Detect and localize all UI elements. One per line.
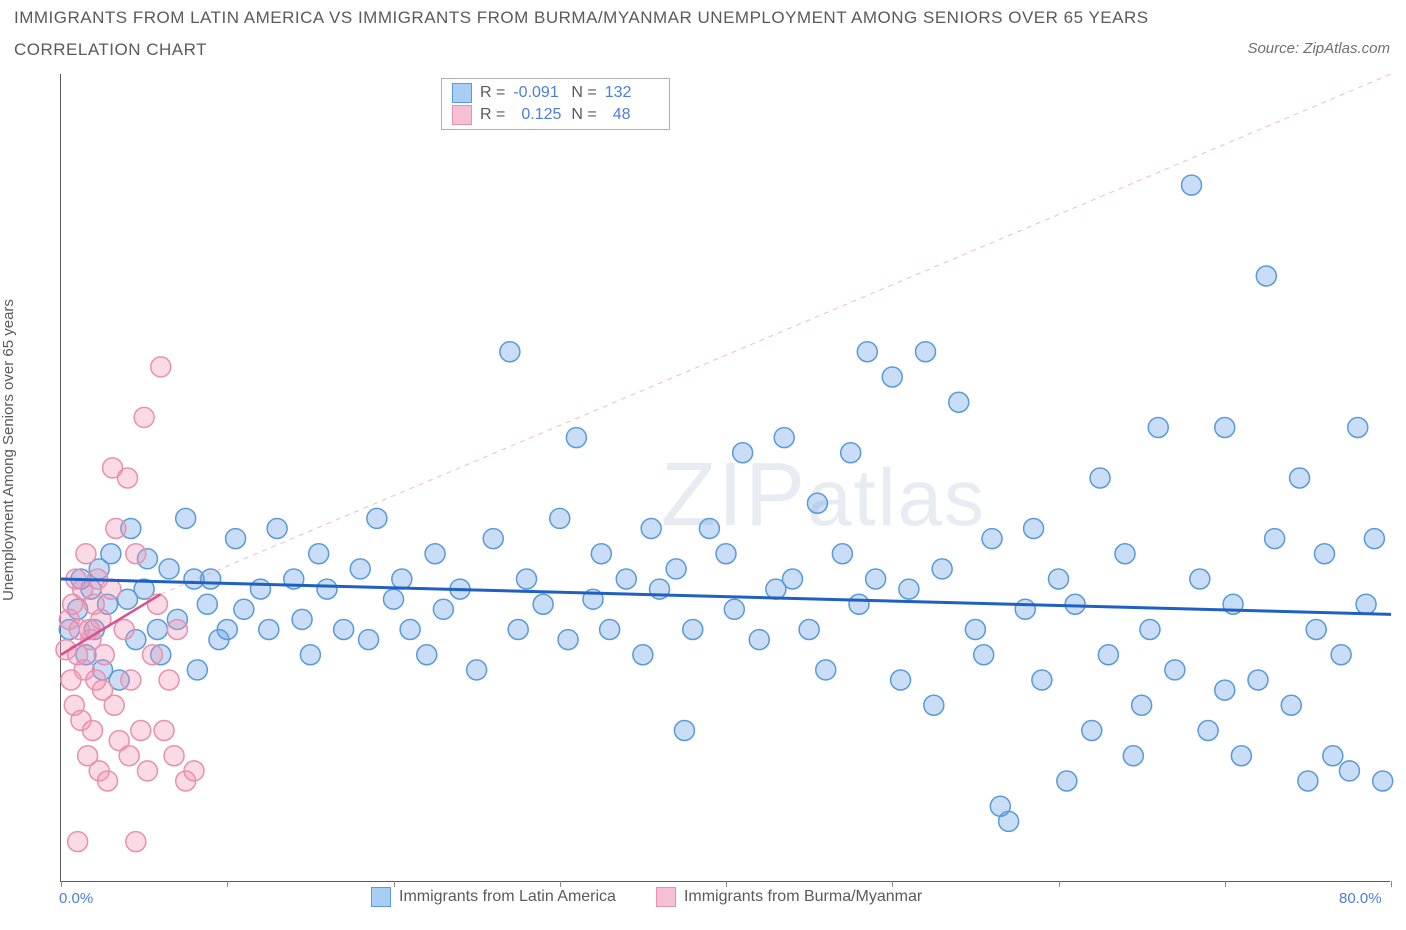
x-tick	[560, 881, 561, 887]
scatter-svg	[61, 74, 1390, 881]
x-tick-label: 80.0%	[1339, 890, 1382, 907]
source-attribution: Source: ZipAtlas.com	[1247, 40, 1390, 57]
x-tick	[61, 881, 62, 887]
chart-title: IMMIGRANTS FROM LATIN AMERICA VS IMMIGRA…	[14, 8, 1149, 28]
legend-label-pink: Immigrants from Burma/Myanmar	[684, 888, 922, 906]
x-tick	[892, 881, 893, 887]
x-tick-label: 0.0%	[59, 890, 93, 907]
swatch-blue	[371, 887, 391, 907]
x-tick	[1059, 881, 1060, 887]
chart-subtitle: CORRELATION CHART	[14, 40, 207, 60]
x-tick	[1225, 881, 1226, 887]
legend-item-blue: Immigrants from Latin America	[371, 887, 616, 907]
y-axis-label: Unemployment Among Seniors over 65 years	[0, 299, 17, 601]
legend-label-blue: Immigrants from Latin America	[399, 888, 616, 906]
legend-series: Immigrants from Latin America Immigrants…	[371, 887, 922, 907]
plot-area: ZIPatlas R = -0.091 N = 132 R = 0.125 N …	[60, 74, 1390, 882]
x-tick	[1391, 881, 1392, 887]
legend-item-pink: Immigrants from Burma/Myanmar	[656, 887, 922, 907]
x-tick	[726, 881, 727, 887]
swatch-pink	[656, 887, 676, 907]
x-tick	[227, 881, 228, 887]
x-tick	[394, 881, 395, 887]
